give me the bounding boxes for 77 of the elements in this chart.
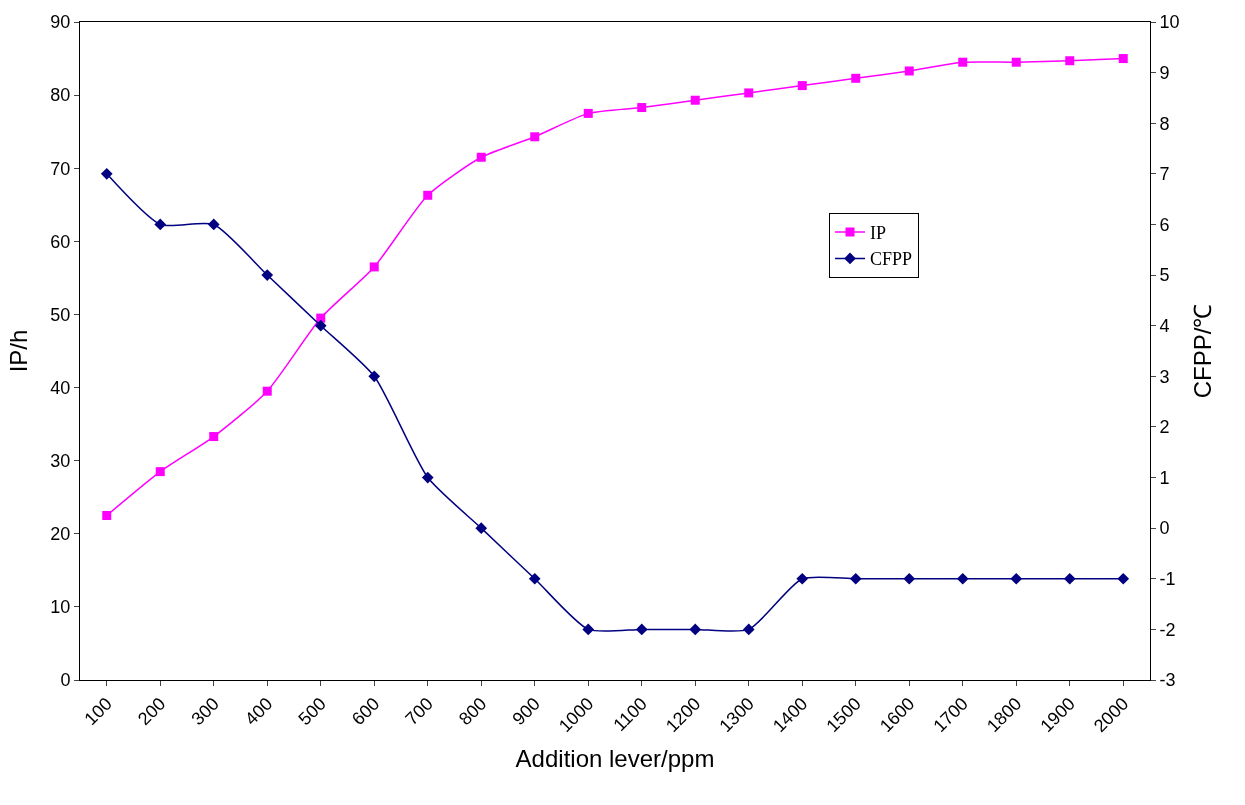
point <box>209 432 219 442</box>
point <box>582 623 595 636</box>
y2-axis-title: CFPP/℃ <box>1188 303 1216 399</box>
point <box>1063 572 1076 585</box>
point <box>637 103 647 113</box>
x-tick-label: 200 <box>134 693 170 730</box>
y2-tick-label: 7 <box>1159 164 1170 185</box>
point <box>1011 57 1021 67</box>
y-tick-label: 80 <box>50 85 71 106</box>
y-tick-label: 10 <box>50 597 71 618</box>
point <box>314 319 327 332</box>
point <box>369 262 379 272</box>
point <box>903 572 916 585</box>
x-tick-label: 300 <box>187 693 223 730</box>
point <box>102 511 112 520</box>
point <box>690 95 700 105</box>
point <box>1117 572 1130 585</box>
point <box>528 572 541 585</box>
y2-tick-label: -2 <box>1159 619 1176 640</box>
point <box>262 386 272 396</box>
x-tick-label: 600 <box>348 693 384 730</box>
y-tick-label: 30 <box>50 450 71 471</box>
point <box>261 269 274 281</box>
point <box>1065 56 1075 66</box>
y-tick-label: 90 <box>50 12 71 33</box>
point <box>796 572 809 585</box>
legend-label: IP <box>870 223 887 244</box>
point <box>851 73 861 83</box>
point <box>154 218 167 231</box>
x-tick-label: 100 <box>80 693 116 730</box>
y-tick-label: 20 <box>50 524 71 545</box>
point <box>155 467 165 477</box>
y2-tick-label: 8 <box>1159 113 1170 134</box>
point <box>635 623 648 636</box>
y2-tick-label: 6 <box>1159 214 1170 235</box>
point <box>742 623 755 636</box>
point <box>368 370 381 383</box>
y2-tick-label: 2 <box>1159 417 1170 438</box>
x-tick-label: 800 <box>455 693 491 730</box>
y-tick-label: 60 <box>50 231 71 252</box>
y2-tick-label: 5 <box>1159 265 1170 286</box>
point <box>100 168 113 180</box>
y2-tick-label: 1 <box>1159 467 1170 488</box>
point <box>849 572 862 585</box>
y2-tick-label: 10 <box>1159 12 1180 33</box>
y-tick-label: 70 <box>50 158 71 179</box>
point <box>689 623 702 636</box>
y-axis-title: IP/h <box>5 329 33 373</box>
y-tick-label: 0 <box>60 670 71 691</box>
point <box>207 218 220 231</box>
point <box>956 572 969 585</box>
x-tick-label: 500 <box>294 693 330 730</box>
point <box>797 81 807 91</box>
y2-tick-label: -1 <box>1159 569 1176 590</box>
point <box>958 57 968 67</box>
point <box>530 132 540 142</box>
point <box>744 88 754 98</box>
point <box>476 152 486 162</box>
legend-label: CFPP <box>870 249 913 270</box>
point <box>475 522 488 534</box>
point <box>583 108 593 118</box>
point <box>1118 54 1128 64</box>
y2-tick-label: 4 <box>1159 315 1170 336</box>
x-tick-label: 400 <box>241 693 277 730</box>
x-axis-title: Addition lever/ppm <box>515 745 715 773</box>
y2-tick-label: 0 <box>1159 518 1170 539</box>
y2-tick-label: 3 <box>1159 366 1170 387</box>
point <box>421 471 434 484</box>
y2-tick-label: 9 <box>1159 62 1170 83</box>
y-tick-label: 50 <box>50 304 71 325</box>
point <box>904 66 914 76</box>
x-tick-label: 900 <box>508 693 544 730</box>
point <box>423 190 433 200</box>
y-tick-label: 40 <box>50 377 71 398</box>
y2-tick-label: -3 <box>1159 670 1176 691</box>
point <box>1010 572 1023 585</box>
x-tick-label: 700 <box>401 693 437 730</box>
